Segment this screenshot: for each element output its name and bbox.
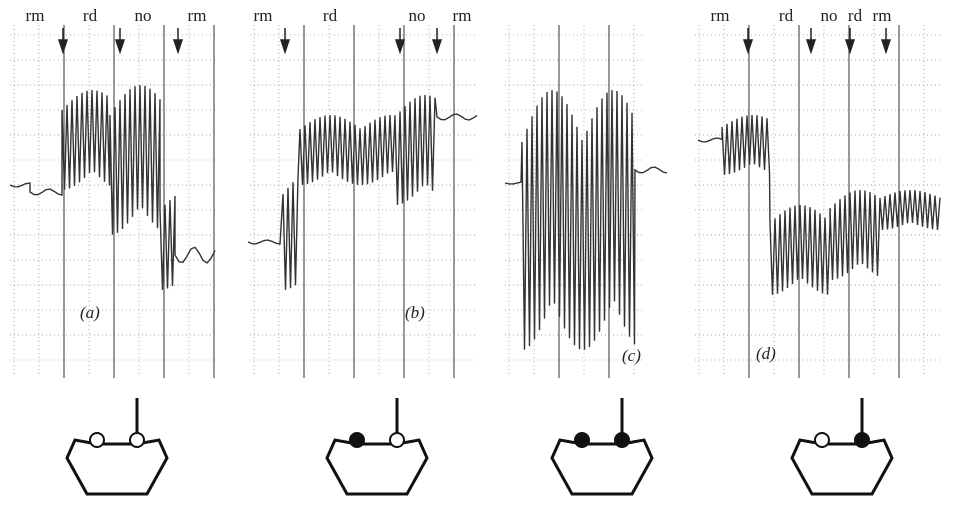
molecule-site — [129, 432, 145, 448]
event-label: rd — [83, 6, 98, 25]
event-label: rm — [453, 6, 472, 25]
panel: rm rd no rm (a) — [9, 6, 216, 496]
molecule-site — [89, 432, 105, 448]
event-label: rm — [188, 6, 207, 25]
event-arrow — [172, 28, 184, 55]
event-arrow — [431, 28, 443, 55]
event-label: rd — [779, 6, 794, 25]
event-label: rd — [848, 6, 863, 25]
molecule-ring — [550, 438, 654, 496]
panel: rm rd no rm (b) — [247, 6, 478, 496]
event-label: rd — [323, 6, 338, 25]
panel-label: (d) — [756, 344, 776, 363]
event-arrow — [279, 28, 291, 55]
event-label: rm — [254, 6, 273, 25]
event-arrow — [394, 28, 406, 55]
event-arrow — [880, 28, 892, 55]
event-label: no — [821, 6, 838, 25]
event-arrow — [114, 28, 126, 55]
panel-label: (b) — [405, 303, 425, 322]
trace — [697, 114, 941, 295]
panel-label: (a) — [80, 303, 100, 322]
molecule-ring — [790, 438, 894, 496]
trace — [9, 84, 216, 290]
trace — [504, 89, 668, 350]
molecule-ring — [325, 438, 429, 496]
event-label: no — [135, 6, 152, 25]
molecule-site — [389, 432, 405, 448]
event-label: rm — [711, 6, 730, 25]
molecule-site — [349, 432, 365, 448]
event-arrow — [805, 28, 817, 55]
molecule-ring — [65, 438, 169, 496]
molecule-site — [614, 432, 630, 448]
event-arrow — [742, 28, 754, 55]
panel: (c) — [504, 25, 668, 496]
event-label: rm — [26, 6, 45, 25]
panel-label: (c) — [622, 346, 641, 365]
molecule-site — [574, 432, 590, 448]
molecule-site — [814, 432, 830, 448]
event-arrow — [57, 28, 69, 55]
panel: rm rd no rd rm(d) — [695, 6, 942, 496]
event-arrow — [844, 28, 856, 55]
trace — [247, 94, 478, 290]
event-label: no — [409, 6, 426, 25]
molecule-site — [854, 432, 870, 448]
event-label: rm — [873, 6, 892, 25]
